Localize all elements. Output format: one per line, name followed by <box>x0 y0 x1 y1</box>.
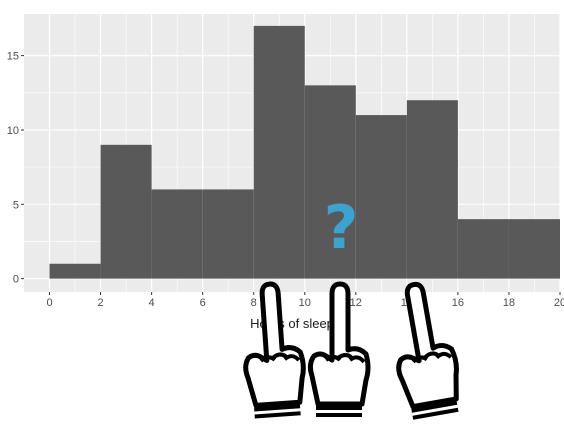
hand-outline <box>307 281 371 407</box>
knuckle-line <box>283 354 301 362</box>
pointing-hand-icon <box>243 281 306 419</box>
x-axis: 02468101214161820 <box>46 292 564 309</box>
question-mark: ? <box>324 193 359 263</box>
hand-outline <box>396 281 459 410</box>
x-tick-label: 0 <box>46 297 52 309</box>
x-tick-label: 12 <box>350 297 362 309</box>
histogram-bar <box>355 115 407 279</box>
x-tick-label: 8 <box>251 297 257 309</box>
x-tick-label: 6 <box>200 297 206 309</box>
x-tick-label: 4 <box>149 297 155 309</box>
x-tick-label: 16 <box>452 297 464 309</box>
pointing-hand-icon <box>396 281 459 420</box>
histogram-bar <box>508 219 560 279</box>
pointing-hand-icon <box>307 281 371 417</box>
pointing-hands <box>243 281 459 420</box>
histogram-bar <box>457 219 509 279</box>
knuckle-line <box>348 355 366 364</box>
histogram-bar <box>304 85 356 279</box>
y-tick-label: 0 <box>13 274 19 286</box>
histogram-bars <box>49 25 560 279</box>
histogram-bar <box>100 144 152 279</box>
histogram-bar <box>151 189 203 279</box>
histogram-bar <box>202 189 254 279</box>
cuff-line <box>411 400 458 413</box>
cuff-line <box>254 404 301 412</box>
knuckle-line <box>435 351 453 360</box>
histogram-bar <box>253 25 305 279</box>
x-tick-label: 2 <box>98 297 104 309</box>
y-tick-label: 5 <box>13 199 19 211</box>
x-tick-label: 20 <box>554 297 564 309</box>
x-tick-label: 10 <box>299 297 311 309</box>
y-tick-label: 15 <box>7 51 19 63</box>
x-tick-label: 18 <box>503 297 515 309</box>
y-axis: 0 5 10 15 <box>7 51 24 286</box>
histogram-bar <box>406 100 458 279</box>
y-tick-label: 10 <box>7 125 19 137</box>
histogram-bar <box>49 263 101 279</box>
cuff-line <box>254 411 301 419</box>
cuff-line <box>412 407 459 420</box>
hand-outline <box>243 281 306 408</box>
